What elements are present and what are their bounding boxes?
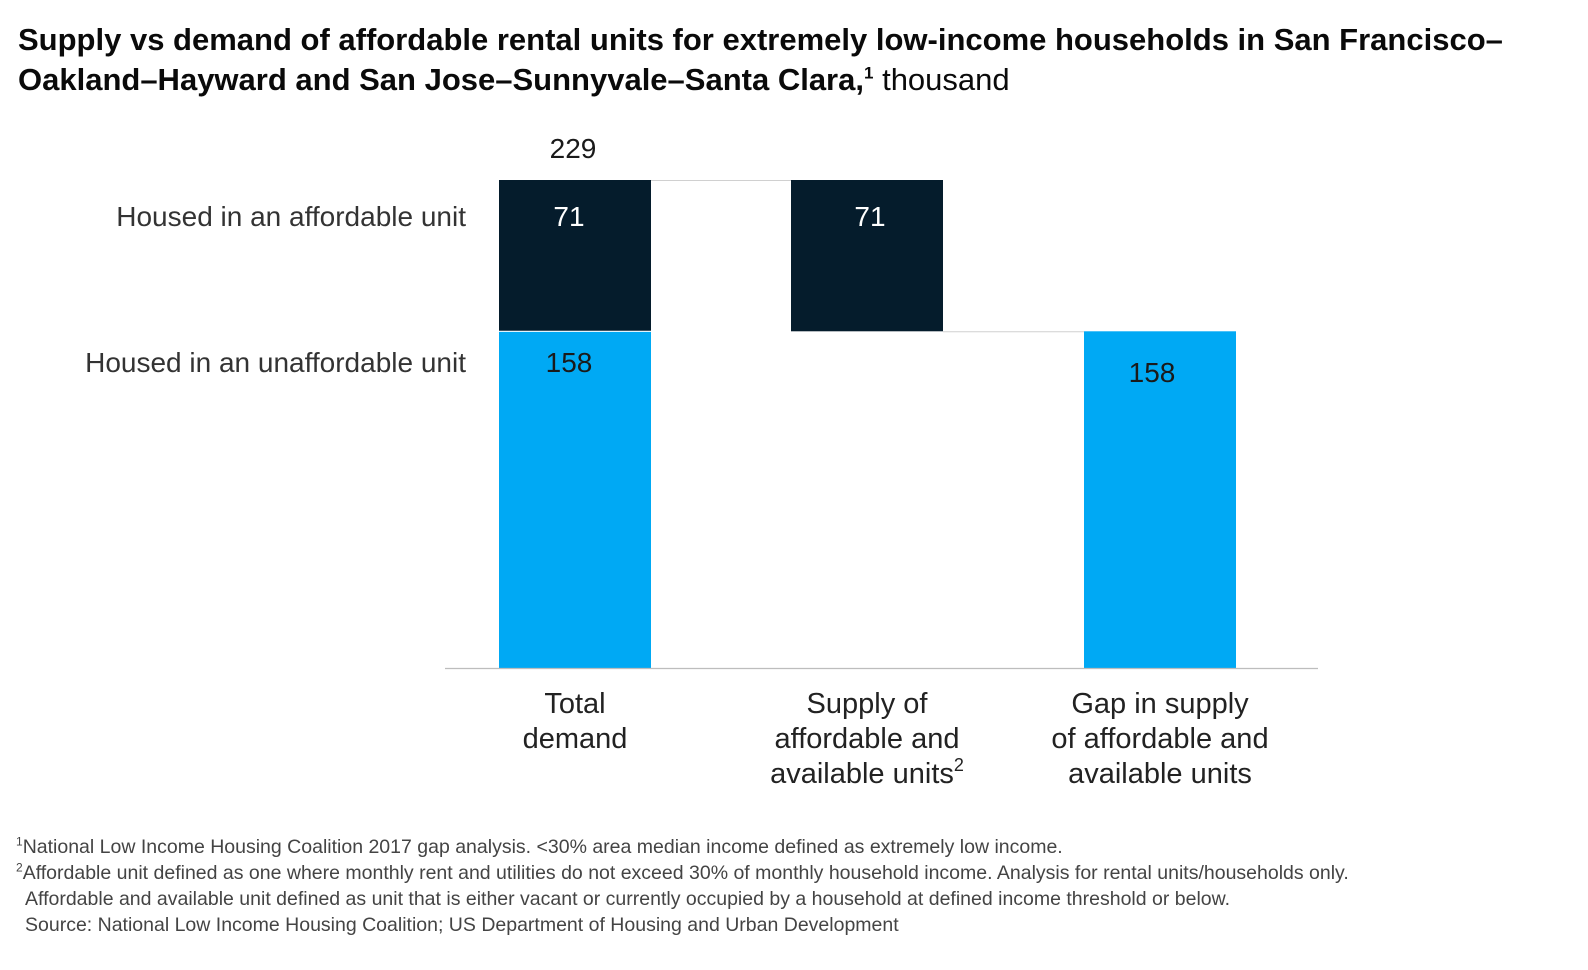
category-label-2: Gap in supply of affordable and available … — [1051, 688, 1268, 790]
waterfall-chart: 71 158 71 158 229 Housed in an affordable uni… — [85, 133, 1318, 790]
footnote-2: 2Affordable unit defined as one where mo… — [16, 860, 1576, 886]
footnote-2-text: Affordable unit defined as one where mon… — [22, 862, 1349, 884]
footnote-1-text: National Low Income Housing Coalition 20… — [22, 836, 1063, 858]
chart-title-main: Supply vs demand of affordable rental un… — [18, 22, 1503, 97]
data-label-supply-affordable: 71 — [854, 201, 885, 232]
source-note: Source: National Low Income Housing Coal… — [16, 912, 1576, 938]
chart-title: Supply vs demand of affordable rental un… — [18, 20, 1518, 100]
footnote-2-continued-text: Affordable and available unit defined as… — [25, 888, 1231, 910]
footnote-1-marker: 1 — [16, 834, 23, 849]
footnote-1: 1National Low Income Housing Coalition 2… — [16, 834, 1576, 860]
chart-title-unit: thousand — [882, 62, 1010, 97]
category-label-1: Supply of affordable and available units2 — [770, 688, 964, 790]
legend-unaffordable: Housed in an unaffordable unit — [85, 347, 466, 378]
legend-affordable: Housed in an affordable unit — [116, 201, 466, 232]
chart-title-footnote-marker: 1 — [863, 63, 874, 83]
bar-total-unaffordable — [499, 331, 651, 668]
bar-total-affordable — [499, 180, 651, 332]
category-label-0: Total demand — [523, 688, 628, 755]
bar-gap-unaffordable — [1084, 331, 1236, 668]
footnote-2-continued: Affordable and available unit defined as… — [16, 886, 1576, 912]
data-label-total: 229 — [550, 133, 597, 164]
bar-supply-affordable — [791, 180, 943, 332]
source-note-text: Source: National Low Income Housing Coal… — [25, 914, 899, 936]
footnotes: 1National Low Income Housing Coalition 2… — [16, 834, 1576, 938]
data-label-gap-unaffordable: 158 — [1129, 357, 1176, 388]
data-label-total-affordable: 71 — [553, 201, 584, 232]
footnote-2-marker: 2 — [16, 860, 23, 875]
data-label-total-unaffordable: 158 — [546, 347, 593, 378]
